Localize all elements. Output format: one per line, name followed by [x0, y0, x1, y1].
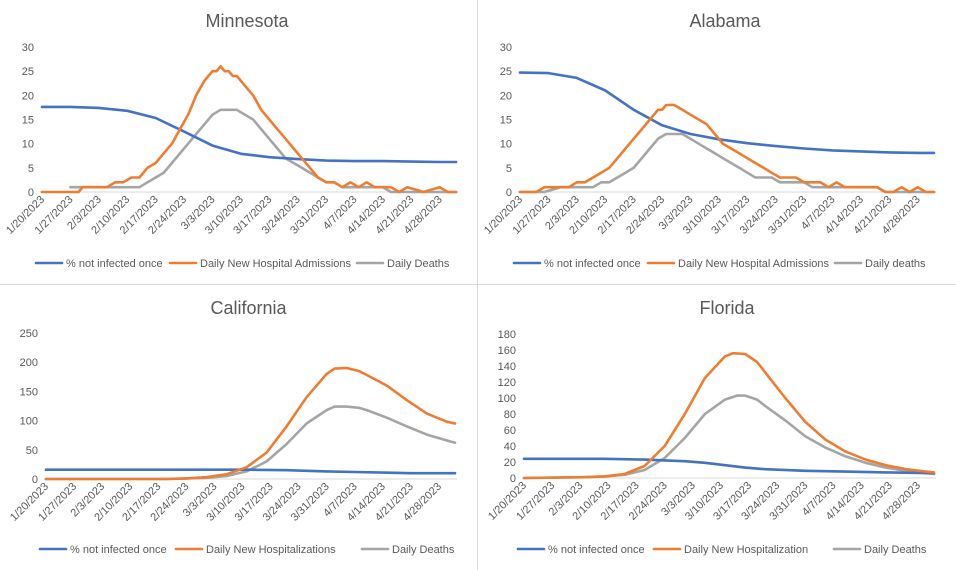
legend-label: Daily New Hospital Admissions: [678, 258, 829, 270]
series-line-daily-deaths: [44, 405, 457, 481]
y-tick-label: 15: [22, 115, 34, 127]
y-tick-label: 15: [500, 115, 512, 127]
horizontal-divider: [0, 284, 956, 285]
y-tick-label: 25: [500, 66, 512, 78]
y-tick-label: 20: [22, 90, 34, 102]
y-tick-label: 80: [504, 409, 516, 421]
y-tick-label: 0: [32, 474, 38, 486]
vertical-divider: [477, 0, 478, 570]
series-line-daily-deaths: [522, 394, 936, 480]
y-tick-label: 20: [504, 457, 516, 469]
legend-label: Daily Deaths: [864, 544, 927, 556]
legend-label: % not infected once: [548, 544, 645, 556]
chart-title: California: [210, 298, 287, 318]
y-tick-label: 0: [510, 473, 516, 485]
chart-title: Alabama: [689, 11, 761, 31]
y-tick-label: 100: [498, 393, 516, 405]
y-tick-label: 5: [28, 163, 34, 175]
chart-california: California 0 50 100 150 200 250 1/20/2023 1/27/2…: [0, 285, 477, 570]
legend-label: % not infected once: [66, 258, 163, 270]
y-tick-label: 40: [504, 441, 516, 453]
chart-alabama: Alabama 0 5 10 15 20 25 30 1/20/2023 1/27/2023 2/3…: [478, 0, 956, 284]
series-line-daily-new-hospital-admissions: [40, 65, 458, 194]
legend-label: Daily New Hospitalizations: [206, 544, 336, 556]
y-tick-label: 30: [22, 42, 34, 54]
series-line-not-infected-once: [40, 105, 458, 164]
legend-label: Daily Deaths: [392, 544, 455, 556]
series-line-not-infected-once: [522, 457, 936, 475]
series-line-daily-new-hospitalizations: [44, 366, 457, 481]
legend-label: Daily Deaths: [387, 258, 450, 270]
y-tick-label: 10: [500, 139, 512, 151]
y-tick-label: 140: [498, 361, 516, 373]
chart-title: Minnesota: [205, 11, 289, 31]
y-tick-label: 0: [28, 187, 34, 199]
y-tick-label: 180: [498, 329, 516, 341]
chart-minnesota: Minnesota 0 5 10 15 20 25 30 1/20/2023 1/27/2023 2…: [0, 0, 477, 284]
y-tick-label: 0: [506, 187, 512, 199]
y-tick-label: 100: [20, 416, 38, 428]
legend-label: % not infected once: [544, 258, 641, 270]
y-tick-label: 200: [20, 357, 38, 369]
chart-florida: Florida 0 20 40 60 80 100 120 140 160 180 1/20/2023…: [478, 285, 956, 570]
legend-label: % not infected once: [70, 544, 167, 556]
series-line-not-infected-once: [44, 468, 457, 475]
y-tick-label: 150: [20, 386, 38, 398]
y-tick-label: 25: [22, 66, 34, 78]
series-line-not-infected-once: [518, 71, 936, 155]
chart-title: Florida: [699, 298, 755, 318]
y-tick-label: 250: [20, 328, 38, 340]
legend-label: Daily New Hospital Admissions: [200, 258, 351, 270]
series-line-daily-new-hospitalization: [522, 351, 936, 480]
y-tick-label: 50: [26, 445, 38, 457]
y-tick-label: 20: [500, 90, 512, 102]
y-tick-label: 60: [504, 425, 516, 437]
legend-label: Daily New Hospitalization: [684, 544, 808, 556]
y-tick-label: 5: [506, 163, 512, 175]
y-tick-label: 160: [498, 345, 516, 357]
y-tick-label: 10: [22, 139, 34, 151]
y-tick-label: 30: [500, 42, 512, 54]
series-line-daily-new-hospital-admissions: [518, 103, 936, 194]
legend-label: Daily deaths: [865, 258, 926, 270]
y-tick-label: 120: [498, 377, 516, 389]
